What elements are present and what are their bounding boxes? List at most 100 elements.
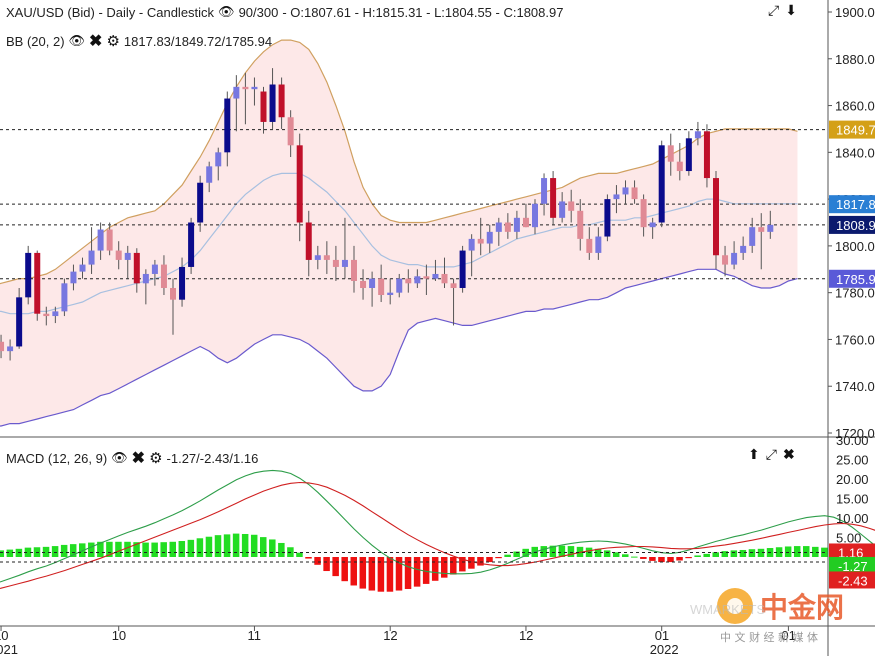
price-tag-label: 1849.72 (836, 123, 875, 138)
eye-icon[interactable]: 👁 (218, 4, 235, 19)
bb-label: BB (20, 2) (6, 33, 65, 49)
candle-body (504, 222, 511, 232)
macd-histogram-bar (450, 557, 457, 575)
macd-histogram-bar (549, 545, 557, 557)
watermark-latin: WMARKETS (690, 602, 765, 617)
macd-tag-label: -1.27 (838, 559, 868, 574)
macd-histogram-bar (640, 557, 647, 559)
signal-line (0, 481, 875, 589)
candle-body (179, 266, 186, 300)
macd-histogram-bar (115, 541, 122, 557)
macd-histogram-bar (649, 557, 656, 561)
candle-body (477, 238, 484, 244)
macd-histogram-bar (703, 553, 710, 557)
macd-histogram-bar (413, 557, 421, 587)
macd-histogram-bar (721, 551, 729, 557)
candle-body (296, 145, 303, 223)
bb-header: BB (20, 2) 👁 ✖ ⚙ 1817.83/1849.72/1785.94 (6, 31, 272, 51)
price-tick-label: 1800.00 (835, 239, 875, 254)
macd-histogram-bar (214, 535, 222, 557)
macd-tick-label: 5.00 (836, 531, 861, 546)
macd-histogram-bar (79, 543, 86, 557)
macd-histogram-bar (24, 547, 32, 557)
macd-histogram-bar (558, 545, 566, 557)
candle-body (405, 278, 412, 284)
candle-body (278, 84, 285, 118)
macd-histogram-bar (459, 557, 466, 572)
close-icon[interactable]: ✖ (782, 446, 795, 462)
macd-histogram-bar (540, 546, 548, 557)
price-tick-label: 1760.00 (835, 332, 875, 347)
macd-tag-label: 1.16 (838, 545, 863, 560)
symbol-label: XAU/USD (Bid) - Daily - Candlestick (6, 4, 215, 20)
expand-icon[interactable]: ⤢ (768, 2, 780, 18)
candle-body (88, 250, 95, 265)
candle-body (142, 273, 149, 284)
price-tick-label: 1880.00 (835, 52, 875, 67)
candle-body (351, 259, 357, 281)
candle-body (197, 182, 204, 223)
macd-histogram-bar (477, 557, 484, 566)
macd-histogram-bar (97, 541, 104, 557)
price-tag-label: 1817.83 (836, 197, 875, 212)
macd-histogram-bar (395, 557, 403, 591)
candle-body (387, 292, 394, 296)
candle-body (52, 311, 59, 317)
macd-tick-label: 15.00 (836, 492, 869, 507)
macd-histogram-bar (404, 557, 412, 589)
macd-histogram-bar (142, 542, 149, 557)
macd-histogram-bar (250, 534, 258, 557)
candle-body (685, 138, 692, 172)
candle-body (369, 278, 376, 288)
macd-histogram-bar (232, 533, 240, 557)
candle-body (7, 346, 14, 352)
macd-histogram-bar (612, 552, 620, 557)
candle-body (532, 203, 538, 228)
macd-histogram-bar (712, 552, 719, 557)
macd-histogram-bar (594, 548, 602, 557)
eye-icon[interactable]: 👁 (68, 33, 86, 48)
price-tag-label: 1808.97 (836, 218, 875, 233)
candle-body (432, 273, 439, 279)
macd-tick-label: 10.00 (836, 511, 869, 526)
candle-body (341, 259, 348, 267)
arrow-up-icon[interactable]: ⬆ (748, 446, 760, 462)
candle-body (206, 166, 213, 183)
close-icon[interactable]: ✖ (89, 33, 103, 50)
macd-line (0, 469, 875, 583)
gear-icon[interactable]: ⚙ (149, 450, 163, 467)
macd-histogram-bar (441, 557, 448, 578)
candle-body (242, 86, 249, 90)
arrow-down-icon[interactable]: ⬇ (785, 2, 797, 18)
gear-icon[interactable]: ⚙ (106, 33, 120, 50)
candle-body (640, 199, 647, 228)
candle-body (423, 276, 430, 279)
macd-histogram-bar (305, 557, 312, 559)
macd-histogram-bar (567, 546, 575, 557)
candle-body (124, 252, 131, 260)
candle-body (577, 210, 584, 239)
macd-histogram-bar (278, 542, 285, 557)
macd-histogram-bar (160, 542, 167, 557)
expand-icon[interactable]: ⤢ (765, 446, 777, 462)
candle-body (305, 222, 312, 260)
macd-histogram-bar (622, 554, 629, 557)
time-tick-label: 01 (781, 628, 795, 643)
macd-histogram-bar (296, 552, 303, 557)
macd-histogram-bar (386, 557, 394, 592)
macd-tick-label: 20.00 (836, 472, 869, 487)
price-tick-label: 1860.00 (835, 99, 875, 114)
time-tick-label: 10 (112, 628, 126, 643)
eye-icon[interactable]: 👁 (111, 450, 128, 465)
close-icon[interactable]: ✖ (131, 450, 146, 467)
macd-histogram-bar (133, 542, 140, 557)
macd-histogram-bar (775, 547, 783, 557)
macd-histogram-bar (793, 546, 801, 557)
macd-histogram-bar (223, 534, 231, 557)
candle-body (106, 229, 113, 251)
price-tag-label: 1785.94 (836, 272, 875, 287)
macd-histogram-bar (341, 557, 348, 582)
candle-body (604, 199, 611, 237)
candle-body (568, 201, 575, 211)
